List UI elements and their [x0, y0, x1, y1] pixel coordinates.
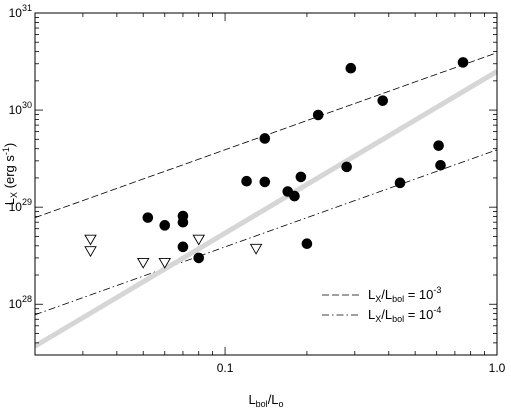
data-point-upper-limit [192, 234, 205, 246]
y-tick-label: 1029 [9, 197, 32, 214]
data-point-detection [289, 190, 300, 202]
y-axis-label: LX (erg s-1) [1, 143, 19, 205]
x-axis-label: Lbol/Lo [248, 392, 283, 409]
data-point-detection [457, 57, 469, 68]
data-point-detection [142, 212, 154, 223]
data-point-detection [433, 140, 444, 151]
axis-labels: Lbol/Lo LX (erg s-1) [1, 143, 284, 409]
y-tick-label: 1028 [9, 294, 32, 311]
data-point-upper-limit [84, 234, 97, 246]
legend: LX/Lbol = 10-3LX/Lbol = 10-4 [322, 285, 441, 324]
x-tick-label: 0.1 [217, 361, 234, 375]
data-point-detection [177, 241, 189, 253]
fit-line [35, 69, 497, 349]
tick-labels: 0.1 1.0 1028 1029 1030 1031 [9, 3, 506, 375]
data-point-detection [377, 95, 389, 106]
data-point-detection [241, 175, 252, 187]
data-point-detection [435, 159, 446, 171]
data-point-detection [301, 238, 313, 250]
axis-ticks [34, 12, 498, 356]
data-point-detection [177, 216, 189, 228]
data-point-upper-limit [249, 243, 263, 255]
data-point-detection [193, 252, 205, 264]
data-point-detection [259, 133, 271, 144]
data-point-detection [394, 177, 406, 189]
x-tick-label: 1.0 [489, 361, 506, 375]
data-point-upper-limit [84, 246, 97, 258]
data-point-detection [341, 161, 352, 173]
plot-points [84, 57, 469, 269]
legend-label: LX/Lbol = 10-3 [368, 285, 441, 304]
ratio-line-1e-4 [35, 149, 497, 316]
y-tick-label: 1031 [9, 3, 32, 20]
data-point-detection [259, 176, 271, 188]
data-point-detection [295, 171, 307, 183]
data-point-detection [312, 109, 324, 121]
data-point-upper-limit [158, 257, 172, 269]
data-point-upper-limit [136, 257, 150, 269]
data-point-detection [345, 62, 357, 74]
legend-label: LX/Lbol = 10-4 [368, 305, 441, 324]
y-tick-label: 1030 [9, 100, 32, 117]
plot-frame [34, 12, 498, 356]
data-point-detection [159, 220, 171, 231]
